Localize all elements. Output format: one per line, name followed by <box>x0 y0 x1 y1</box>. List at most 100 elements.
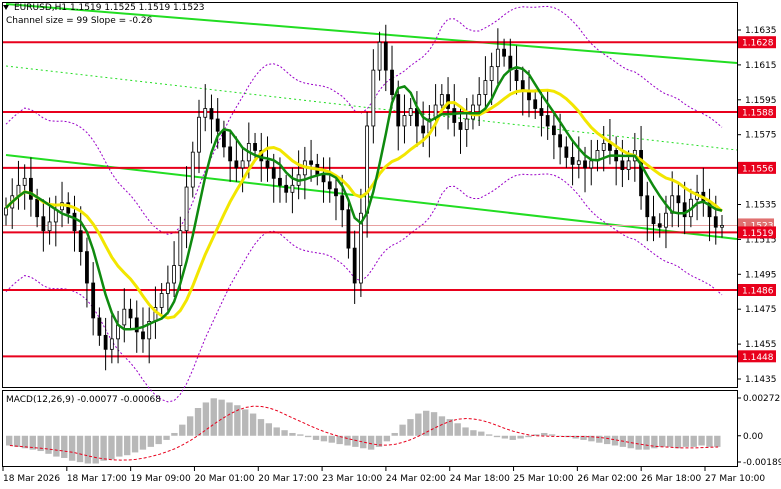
candle-body <box>334 188 338 197</box>
macd-tick-label: -0.00189 <box>743 458 781 468</box>
macd-bar <box>53 435 60 457</box>
macd-bar <box>6 435 13 446</box>
macd-bar <box>462 427 469 436</box>
macd-bar <box>698 435 705 446</box>
macd-bar <box>68 435 76 461</box>
macd-bar <box>304 435 312 438</box>
channel-upper-line <box>5 3 738 64</box>
candle-body <box>539 108 544 116</box>
level-price-tag-label: 1.1519 <box>742 229 774 239</box>
candle-body <box>502 48 506 57</box>
candle-body <box>682 202 687 218</box>
level-price-tag-label: 1.1588 <box>742 109 774 119</box>
candle-body <box>383 41 388 71</box>
candle-body <box>240 160 245 169</box>
macd-bar <box>446 419 453 436</box>
macd-bar <box>627 435 634 449</box>
candle-body <box>109 338 114 350</box>
candle-body <box>178 230 183 266</box>
macd-bar <box>186 416 194 436</box>
envelope-upper <box>5 5 723 235</box>
macd-bar <box>124 435 131 456</box>
candle-body <box>190 151 195 188</box>
candle-body <box>489 66 494 82</box>
macd-bar <box>407 419 414 436</box>
candle-body <box>657 223 662 228</box>
candle-body <box>128 308 133 319</box>
candle-body <box>253 143 257 151</box>
candle-body <box>514 69 519 82</box>
price-panel-frame <box>2 2 738 388</box>
time-tick-label: 18 Mar 17:00 <box>67 474 127 484</box>
price-tick-label: 1.1575 <box>745 131 777 141</box>
candle-body <box>545 115 550 127</box>
macd-header: MACD(12,26,9) -0.00077 -0.00068 <box>6 395 162 405</box>
macd-bar <box>360 435 367 449</box>
time-tick-label: 24 Mar 02:00 <box>386 474 446 484</box>
macd-bar <box>234 405 241 436</box>
level-price-tag-label: 1.1486 <box>742 287 774 297</box>
macd-bar <box>273 427 280 436</box>
macd-bar <box>202 402 210 436</box>
macd-bar <box>430 412 438 436</box>
level-price-tags: 1.15231.16281.15881.15561.15191.14861.14… <box>738 36 776 363</box>
macd-bar <box>509 435 516 440</box>
macd-bar <box>218 399 225 436</box>
time-tick-label: 25 Mar 10:00 <box>514 474 574 484</box>
candle-body <box>234 160 239 169</box>
macd-bar <box>210 398 217 436</box>
macd-bar <box>415 413 422 436</box>
macd-bar <box>297 434 304 436</box>
candle-body <box>209 108 214 120</box>
price-tick-label: 1.1515 <box>745 235 777 245</box>
symbol-menu-icon[interactable] <box>3 5 9 10</box>
macd-bar <box>37 435 44 452</box>
macd-bar <box>517 435 524 439</box>
macd-bar <box>61 435 68 458</box>
level-price-tag <box>738 284 776 297</box>
macd-bar <box>485 434 493 436</box>
price-tick-label: 1.1435 <box>745 375 777 385</box>
candle-body <box>97 317 102 336</box>
candle-body <box>377 41 382 71</box>
macd-bar <box>336 435 343 445</box>
candle-body <box>390 69 394 95</box>
macd-bar <box>588 435 595 442</box>
candle-body <box>41 216 46 232</box>
macd-bar <box>163 435 170 440</box>
macd-bar <box>179 424 186 436</box>
level-price-tag <box>738 106 776 119</box>
candle-body <box>458 122 463 130</box>
macd-bar <box>478 431 485 436</box>
candle-body <box>421 125 426 134</box>
candle-body <box>284 184 289 193</box>
macd-bar <box>289 432 296 436</box>
price-axis: 1.16351.16151.15951.15751.15551.15351.15… <box>737 26 777 385</box>
time-axis: 18 Mar 2026 18 Mar 17:00 19 Mar 09:00 20 Ma… <box>2 467 765 484</box>
macd-bar <box>596 435 603 443</box>
macd-bar <box>375 435 383 447</box>
level-price-tag-label: 1.1628 <box>742 39 774 49</box>
candle-body <box>78 230 83 253</box>
candle-body <box>22 177 27 186</box>
macd-bar <box>493 435 501 438</box>
macd-bar <box>470 430 477 436</box>
time-tick-label: 27 Mar 10:00 <box>705 474 765 484</box>
macd-bar <box>423 410 430 436</box>
candle-body <box>340 195 345 211</box>
candle-body <box>495 48 500 68</box>
candle-body <box>720 225 724 228</box>
macd-bar <box>533 434 540 436</box>
macd-panel-frame <box>2 390 738 467</box>
macd-bar <box>257 419 265 436</box>
candle-body <box>265 160 270 169</box>
time-tick-label: 18 Mar 2026 <box>3 474 60 484</box>
macd-bar <box>265 423 273 436</box>
macd-bar <box>352 435 359 447</box>
candle-body <box>278 177 282 186</box>
macd-bar <box>116 435 123 457</box>
level-price-tag <box>738 226 776 239</box>
macd-tick-label: 0.00 <box>743 432 763 442</box>
macd-bar <box>155 435 162 445</box>
